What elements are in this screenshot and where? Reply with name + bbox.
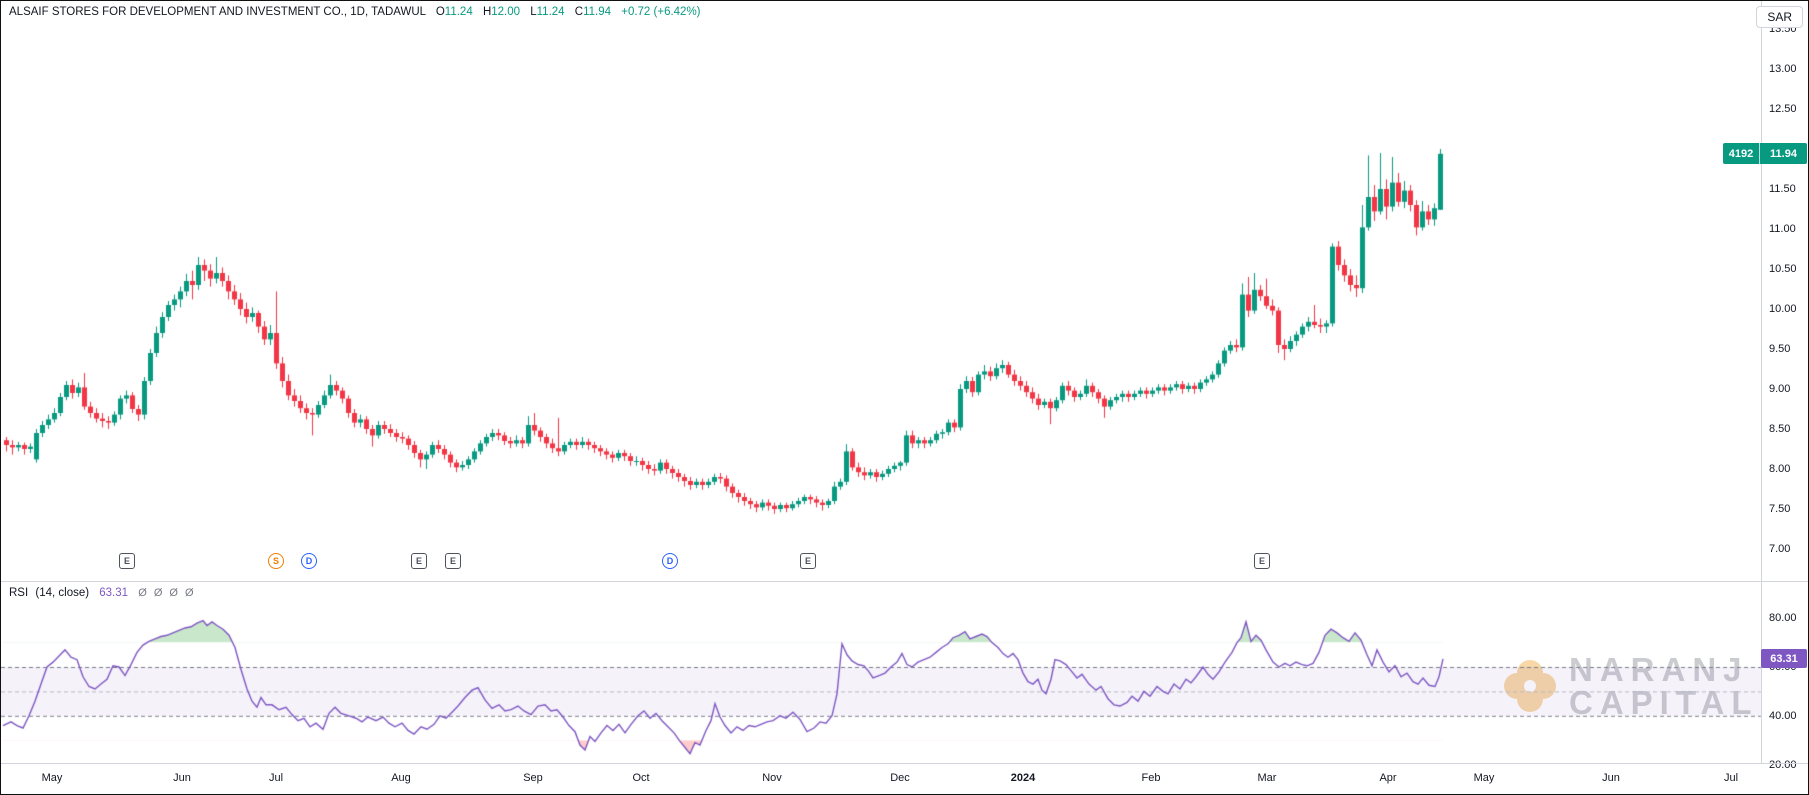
time-axis-border bbox=[1, 763, 1808, 764]
time-axis-label: Feb bbox=[1141, 772, 1161, 784]
pane-separator[interactable] bbox=[1, 581, 1808, 582]
open-value: 11.24 bbox=[444, 6, 473, 18]
open-label: O bbox=[435, 6, 445, 18]
indicator-action-icon[interactable]: Ø bbox=[138, 587, 147, 599]
indicator-action-icon[interactable]: Ø bbox=[184, 587, 194, 599]
symbol-info-bar[interactable]: ALSAIF STORES FOR DEVELOPMENT AND INVEST… bbox=[9, 6, 701, 18]
time-axis-label: Apr bbox=[1379, 772, 1397, 784]
high-label: H bbox=[482, 6, 492, 18]
rsi-value-badge: 63.31 bbox=[1761, 649, 1807, 668]
rsi-title: RSI bbox=[9, 587, 29, 599]
dividend-marker[interactable]: D bbox=[662, 553, 678, 569]
earnings-marker[interactable]: E bbox=[445, 553, 461, 569]
time-axis-label: Aug bbox=[391, 772, 411, 784]
time-axis-label: Jun bbox=[1602, 772, 1620, 784]
price-axis-label: 11.00 bbox=[1769, 223, 1796, 235]
time-axis-label: Jul bbox=[268, 772, 284, 784]
time-axis-label: 2024 bbox=[1010, 772, 1036, 784]
earnings-marker[interactable]: E bbox=[411, 553, 427, 569]
indicator-action-icon[interactable]: Ø bbox=[153, 587, 163, 599]
last-price-value: 11.94 bbox=[1770, 147, 1797, 160]
price-axis-label: 10.00 bbox=[1769, 303, 1797, 315]
dividend-marker[interactable]: D bbox=[301, 553, 317, 569]
price-axis-label: 11.50 bbox=[1769, 183, 1796, 195]
price-axis-label: 9.50 bbox=[1769, 343, 1791, 355]
close-value: 11.94 bbox=[583, 6, 612, 18]
earnings-marker[interactable]: E bbox=[119, 553, 135, 569]
price-axis-label: 9.00 bbox=[1769, 383, 1791, 395]
price-axis-label: 8.00 bbox=[1769, 463, 1791, 475]
rsi-axis-label: 20.00 bbox=[1769, 759, 1797, 771]
time-axis-label: Dec bbox=[890, 772, 910, 784]
rsi-axis-label: 80.00 bbox=[1769, 612, 1797, 624]
time-axis-label: May bbox=[1473, 772, 1495, 784]
high-value: 12.00 bbox=[491, 6, 521, 18]
price-axis-label: 12.50 bbox=[1769, 103, 1797, 115]
badge-divider bbox=[1759, 143, 1760, 164]
time-axis-label: May bbox=[41, 772, 63, 784]
price-axis-label: 7.50 bbox=[1769, 503, 1791, 515]
price-axis-label: 13.00 bbox=[1769, 63, 1797, 75]
bar-countdown: 4192 bbox=[1728, 147, 1754, 160]
time-axis-label: Jul bbox=[1723, 772, 1739, 784]
earnings-marker[interactable]: E bbox=[1254, 553, 1270, 569]
low-value: 11.24 bbox=[536, 6, 565, 18]
price-axis-label: 8.50 bbox=[1769, 423, 1791, 435]
earnings-marker[interactable]: E bbox=[800, 553, 816, 569]
rsi-axis-label: 40.00 bbox=[1769, 710, 1797, 722]
time-axis-label: Nov bbox=[762, 772, 782, 784]
low-label: L bbox=[530, 6, 537, 18]
price-axis-label: 7.00 bbox=[1769, 543, 1791, 555]
last-price-badge: 4192 11.94 bbox=[1723, 143, 1807, 164]
split-marker[interactable]: S bbox=[268, 553, 284, 569]
symbol-title: ALSAIF STORES FOR DEVELOPMENT AND INVEST… bbox=[9, 6, 426, 18]
rsi-current-value: 63.31 bbox=[99, 587, 129, 599]
rsi-params: (14, close) bbox=[35, 587, 90, 599]
change-value: +0.72 (+6.42%) bbox=[621, 6, 701, 18]
price-axis-border bbox=[1761, 1, 1762, 763]
currency-button[interactable]: SAR bbox=[1756, 6, 1803, 28]
price-axis-label: 10.50 bbox=[1769, 263, 1797, 275]
time-axis-label: Oct bbox=[632, 772, 650, 784]
time-axis-label: Jun bbox=[173, 772, 191, 784]
close-label: C bbox=[574, 6, 584, 18]
time-axis-label: Sep bbox=[523, 772, 543, 784]
indicator-action-icon[interactable]: Ø bbox=[169, 587, 178, 599]
time-axis-label: Mar bbox=[1257, 772, 1277, 784]
